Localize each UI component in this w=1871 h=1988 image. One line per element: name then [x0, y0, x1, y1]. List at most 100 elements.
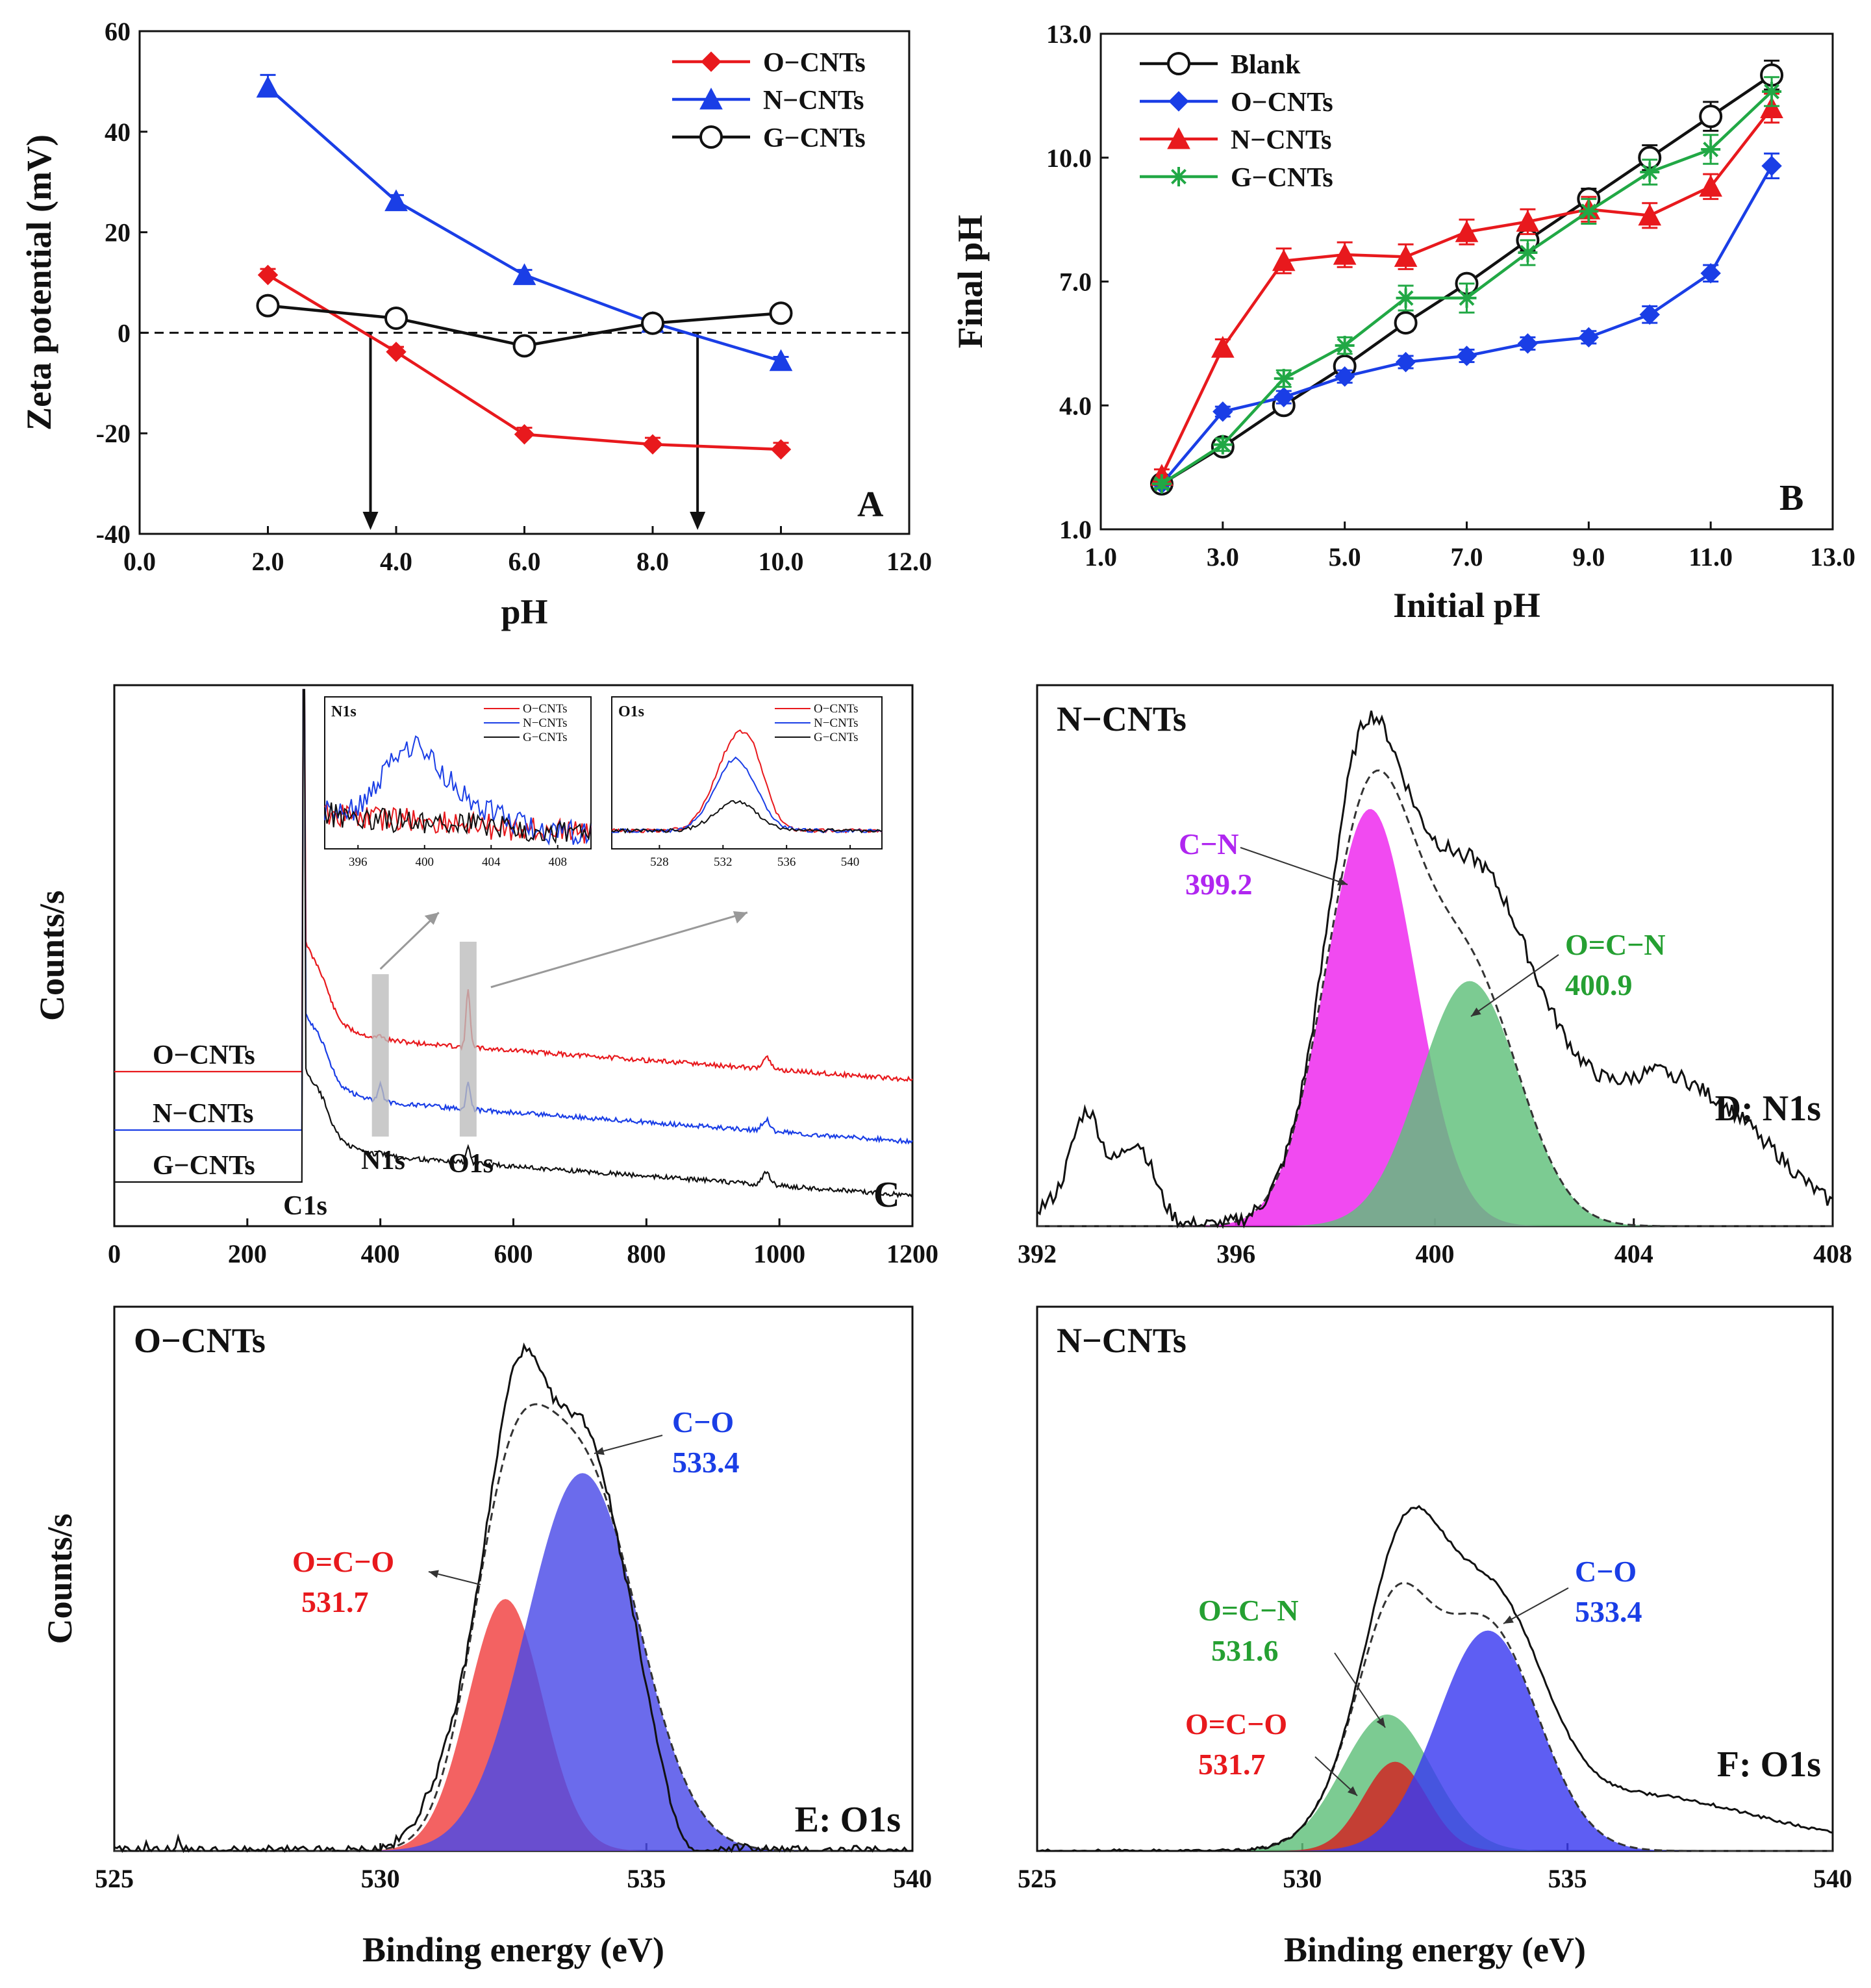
annotation-leader: [1503, 1587, 1569, 1624]
peak-annotation-value: 400.9: [1565, 968, 1633, 1001]
asterisk-stroke: [1642, 164, 1658, 180]
data-point: [1394, 311, 1418, 335]
x-tick-label: 1000: [753, 1239, 805, 1268]
panel-b: 1.0 3.0 5.0 7.0 9.0 11.0 13.0 13.0 10.0 7.0 4.0 1.0…: [951, 19, 1855, 625]
data-point: [1517, 333, 1538, 354]
x-tick-label: 535: [1548, 1864, 1587, 1893]
asterisk-stroke: [1459, 290, 1475, 306]
fitted-peak-area: [114, 1473, 912, 1851]
y-axis-label: Zeta potential (mV): [19, 134, 58, 431]
x-tick-label: 396: [1216, 1239, 1255, 1268]
data-point: [1333, 243, 1357, 265]
legend-marker: [1167, 127, 1190, 149]
panel-d: 392 396 400 404 408 N−CNTs D: N1s C−N 399.2 O=C−N…: [1018, 684, 1852, 1268]
data-point: [1335, 336, 1355, 356]
panel-a: 0.0 2.0 4.0 6.0 8.0 10.0 12.0 60 40 20 0 -20 -40 O−CN…: [19, 17, 932, 631]
data-point: [1639, 304, 1660, 325]
n1s-highlight-band: [371, 974, 389, 1137]
annotation-arrow-head: [1347, 1786, 1357, 1796]
data-point: [1394, 245, 1418, 267]
inset-legend-label: G−CNTs: [814, 731, 859, 744]
data-point: [769, 349, 793, 371]
x-axis-label: Binding energy (eV): [1284, 1930, 1586, 1969]
y-tick-label: 13.0: [1046, 19, 1092, 49]
y-tick-label: 20: [105, 218, 131, 247]
series-1: [256, 73, 793, 371]
fitted-peak-area: [1037, 981, 1833, 1226]
survey-trace: [114, 688, 913, 1199]
data-point: [1638, 203, 1662, 226]
x-tick-label: 400: [1416, 1239, 1455, 1268]
x-tick-label: 525: [95, 1864, 134, 1893]
data-point: [1701, 140, 1721, 160]
series-label: G−CNTs: [153, 1151, 255, 1181]
fit-envelope: [1037, 769, 1833, 1227]
annotation-arrow-head: [1337, 877, 1348, 886]
x-tick-label: 400: [361, 1239, 400, 1268]
inset-trace: [324, 803, 592, 844]
y-tick-label: -20: [96, 419, 131, 448]
inset-title: N1s: [331, 703, 357, 720]
panel-letter: E: O1s: [795, 1800, 901, 1840]
series-2: [1150, 92, 1783, 486]
data-point: [1457, 288, 1477, 308]
fitted-peak-area: [1037, 1630, 1833, 1851]
inset-trace: [324, 802, 592, 844]
x-tick-label: 530: [1283, 1864, 1322, 1893]
inset-pointer-head: [424, 912, 439, 925]
inset-tick-label: 540: [841, 855, 860, 869]
peak-annotation-value: 533.4: [672, 1446, 740, 1479]
x-tick-label: 12.0: [886, 547, 932, 576]
arrow-head: [690, 512, 706, 530]
data-point: [1212, 434, 1233, 455]
y-tick-label: 0: [118, 318, 131, 347]
series-label: O−CNTs: [153, 1040, 255, 1070]
peak-label-o1s: O1s: [448, 1149, 494, 1179]
peak-annotation-value: 531.7: [301, 1585, 369, 1618]
raw-spectrum: [1037, 1505, 1833, 1852]
y-axis-label: Final pH: [951, 215, 990, 349]
survey-trace: [114, 688, 913, 1083]
y-axis-label: Counts/s: [40, 1513, 79, 1644]
peak-annotation-label: O=C−O: [292, 1545, 394, 1578]
inset-pointer: [379, 911, 440, 970]
series-line: [267, 273, 781, 451]
x-tick-label: 525: [1018, 1864, 1057, 1893]
x-tick-label: 540: [1813, 1864, 1852, 1893]
peak-annotation-value: 531.6: [1211, 1634, 1279, 1667]
x-tick-label: 0: [108, 1239, 121, 1268]
legend-label: N−CNTs: [763, 86, 864, 116]
panel-title: N−CNTs: [1057, 1321, 1187, 1360]
peak-annotation-label: O=C−N: [1565, 928, 1666, 961]
data-point: [642, 434, 663, 455]
annotation-leader: [1240, 847, 1348, 885]
y-tick-label: 40: [105, 118, 131, 147]
inset-trace: [324, 735, 592, 846]
x-tick-label: 9.0: [1572, 542, 1605, 572]
data-point: [257, 264, 279, 286]
series-3: [1151, 76, 1782, 494]
asterisk-stroke: [1398, 290, 1414, 306]
series-0: [257, 264, 792, 460]
peak-annotation-label: O=C−N: [1198, 1594, 1299, 1627]
series-1: [1151, 152, 1782, 494]
panel-f: 525 530 535 540 N−CNTs F: O1s O=C−N 531.6 O=C−O 5…: [1018, 1305, 1852, 1969]
series-2: [256, 294, 793, 358]
y-tick-label: 7.0: [1059, 268, 1092, 297]
peak-annotation-label: C−O: [672, 1405, 734, 1439]
panel-c: 0 200 400 600 800 1000 1200O−CNTsN−CNTsG−CNTsC…: [32, 684, 938, 1268]
x-tick-label: 10.0: [759, 547, 804, 576]
data-point: [1212, 401, 1233, 422]
x-tick-label: 0.0: [123, 547, 156, 576]
series-line: [1161, 165, 1774, 485]
x-tick-label: 2.0: [252, 547, 284, 576]
annotation-arrow-head: [1471, 1007, 1481, 1016]
annotation-leader: [594, 1435, 663, 1454]
data-point: [1272, 249, 1296, 271]
x-tick-label: 408: [1813, 1239, 1852, 1268]
annotation-leader: [1334, 1652, 1386, 1728]
panel-letter: F: O1s: [1717, 1744, 1821, 1785]
data-point: [384, 306, 408, 330]
